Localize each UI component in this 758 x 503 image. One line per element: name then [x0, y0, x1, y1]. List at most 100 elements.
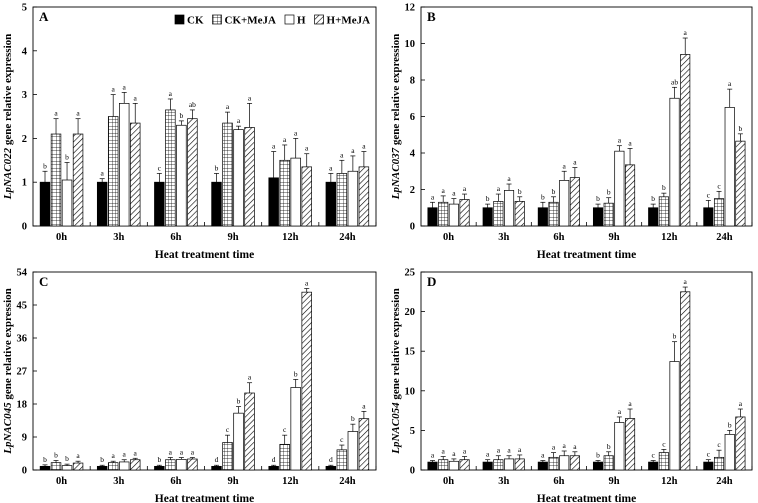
- panel-c-bar: [61, 465, 73, 471]
- panel-b-ytick-label: 0: [410, 222, 415, 233]
- panel-c-significance-letter: d: [215, 455, 219, 464]
- panel-a-ylabel-gene: LpNAC022: [2, 147, 14, 200]
- panel-b-significance-letter: b: [739, 124, 743, 133]
- panel-c-bar: [50, 462, 62, 471]
- panel-a-xtick-label: 0h: [56, 232, 67, 243]
- panel-a-ytick-label: 5: [22, 3, 27, 14]
- panel-a: 0 1 2 3 4 5 A LpNAC022 gene relative expression…: [2, 3, 377, 261]
- panel-d-bar: [548, 456, 559, 471]
- panel-d-bar: [592, 461, 604, 471]
- panel-c-bar: [176, 459, 187, 471]
- panel-b-significance-letter: b: [651, 194, 655, 203]
- panel-a-significance-letter: b: [215, 163, 219, 172]
- panel-a-bar: [244, 127, 255, 227]
- panel-c-xtick-label: 24h: [339, 476, 356, 487]
- legend-label-h: H: [297, 15, 306, 27]
- panel-d-ylabel: LpNAC054 gene relative expression: [390, 288, 402, 455]
- panel-a-bar: [154, 181, 165, 227]
- panel-d-significance-letter: c: [707, 450, 711, 459]
- panel-c-significance-letter: a: [123, 450, 127, 459]
- panel-d-significance-letter: a: [431, 450, 435, 459]
- panel-c-frame: [32, 271, 377, 471]
- panel-b-bar: [548, 201, 559, 227]
- panel-a-bar: [176, 124, 187, 227]
- panel-d-bar: [603, 455, 614, 471]
- panel-d-xlabel: Heat treatment time: [537, 493, 636, 503]
- panel-a-bar: [222, 122, 233, 227]
- panel-b-bar: [427, 207, 438, 227]
- panel-d-significance-letter: a: [739, 399, 743, 408]
- panel-d-bar: [482, 461, 493, 471]
- panel-a-significance-letter: a: [134, 93, 138, 102]
- panel-c-significance-letter: a: [112, 451, 116, 460]
- panel-b-ylabel: LpNAC037 gene relative expression: [390, 34, 402, 201]
- panel-a-significance-letter: b: [65, 152, 69, 161]
- panel-c-bar: [39, 465, 51, 471]
- panel-d-xtick-label: 12h: [661, 476, 678, 487]
- panel-a-bar: [118, 103, 130, 227]
- panel-a-significance-letter: a: [237, 116, 241, 125]
- panel-a-xtick-label: 9h: [228, 232, 239, 243]
- panel-b-bar: [658, 196, 669, 227]
- panel-c-significance-letter: a: [191, 448, 195, 457]
- panel-a-significance-letter: a: [248, 93, 252, 102]
- panel-b-xtick-label: 12h: [661, 232, 678, 243]
- panel-c-bar: [222, 442, 233, 471]
- panel-a-bar: [279, 159, 290, 227]
- panel-d-bar: [703, 461, 714, 471]
- panel-d-significance-letter: b: [596, 450, 600, 459]
- panel-b-significance-letter: b: [607, 188, 611, 197]
- panel-c-bar: [72, 462, 84, 471]
- panel-a-bar: [107, 116, 119, 227]
- panel-a-ytick-label: 2: [22, 134, 27, 145]
- panel-d-bar: [448, 460, 459, 471]
- panel-b-bar: [703, 207, 714, 227]
- panel-b-significance-letter: b: [541, 192, 545, 201]
- panel-c-letter: C: [39, 274, 48, 289]
- panel-a-significance-letter: a: [294, 128, 298, 137]
- panel-c-bar: [187, 458, 198, 471]
- panel-a-significance-letter: ab: [189, 100, 196, 109]
- panel-a-significance-letter: c: [158, 163, 162, 172]
- panel-d-bar: [658, 452, 669, 471]
- panel-c-bar: [118, 461, 130, 471]
- panel-d-significance-letter: a: [563, 441, 567, 450]
- panel-c-ylabel-gene: LpNAC045: [2, 402, 14, 455]
- panel-a-bar: [61, 179, 73, 227]
- panel-c-significance-letter: d: [329, 455, 333, 464]
- panel-c-significance-letter: a: [134, 448, 138, 457]
- panel-c-xtick-label: 9h: [228, 476, 239, 487]
- panel-d-significance-letter: b: [728, 420, 732, 429]
- panel-c-bar: [358, 418, 370, 471]
- panel-b-bar: [735, 140, 746, 227]
- panel-a-bar: [290, 157, 301, 227]
- panel-d-bar: [614, 422, 625, 471]
- panel-d-ylabel-gene: LpNAC054: [390, 402, 402, 455]
- panel-d-significance-letter: a: [573, 442, 577, 451]
- panel-c-bar: [268, 465, 279, 471]
- panel-a-significance-letter: a: [226, 102, 230, 111]
- panel-c-significance-letter: a: [180, 448, 184, 457]
- panel-a-significance-letter: b: [180, 111, 184, 120]
- panel-c-ytick-label: 18: [17, 400, 28, 411]
- panel-b-significance-letter: a: [728, 79, 732, 88]
- panel-c-ytick-label: 45: [17, 301, 28, 312]
- panel-c-bar: [130, 459, 141, 471]
- panel-a-ytick-label: 0: [22, 222, 27, 233]
- panel-b-bar: [724, 107, 735, 227]
- panel-c-bar: [154, 465, 165, 471]
- panel-a-bar: [96, 181, 108, 227]
- panel-d-bar: [669, 361, 680, 471]
- panel-b-bar: [493, 201, 504, 227]
- panel-d-frame: [420, 271, 753, 471]
- panel-a-xlabel: Heat treatment time: [155, 249, 254, 261]
- panel-a-xtick-label: 24h: [339, 232, 356, 243]
- panel-c-ytick-label: 27: [17, 367, 28, 378]
- panel-c-significance-letter: b: [294, 369, 298, 378]
- panel-b-significance-letter: c: [717, 181, 721, 190]
- panel-c-bar: [325, 465, 337, 471]
- panel-a-xtick-label: 3h: [113, 232, 124, 243]
- panel-d-ytick-label: 15: [405, 347, 416, 358]
- panel-b-bar: [459, 199, 470, 227]
- panel-b-xtick-label: 9h: [609, 232, 620, 243]
